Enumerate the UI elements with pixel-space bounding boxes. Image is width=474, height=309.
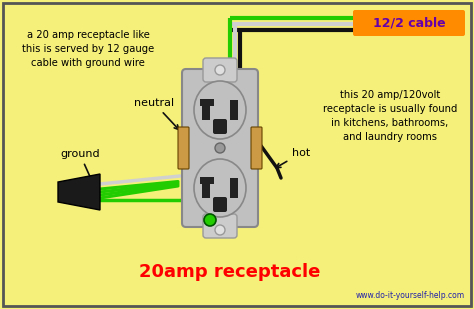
- FancyBboxPatch shape: [178, 127, 189, 169]
- Text: hot: hot: [276, 148, 310, 168]
- Circle shape: [215, 143, 225, 153]
- Text: ground: ground: [60, 149, 100, 186]
- Circle shape: [204, 214, 216, 226]
- FancyBboxPatch shape: [230, 100, 238, 120]
- Text: this 20 amp/120volt
receptacle is usually found
in kitchens, bathrooms,
and laun: this 20 amp/120volt receptacle is usuall…: [323, 90, 457, 142]
- Text: neutral: neutral: [134, 98, 179, 129]
- Ellipse shape: [194, 81, 246, 139]
- FancyBboxPatch shape: [251, 127, 262, 169]
- FancyBboxPatch shape: [203, 58, 237, 82]
- FancyBboxPatch shape: [213, 119, 227, 134]
- Text: a 20 amp receptacle like
this is served by 12 gauge
cable with ground wire: a 20 amp receptacle like this is served …: [22, 30, 154, 68]
- Text: www.do-it-yourself-help.com: www.do-it-yourself-help.com: [356, 291, 465, 300]
- Polygon shape: [58, 174, 100, 210]
- Circle shape: [215, 225, 225, 235]
- FancyBboxPatch shape: [202, 178, 210, 198]
- FancyBboxPatch shape: [230, 178, 238, 198]
- FancyBboxPatch shape: [213, 197, 227, 212]
- Ellipse shape: [194, 159, 246, 217]
- Text: 20amp receptacle: 20amp receptacle: [139, 263, 321, 281]
- FancyBboxPatch shape: [202, 100, 210, 120]
- FancyBboxPatch shape: [200, 177, 214, 184]
- Text: 12/2 cable: 12/2 cable: [373, 16, 445, 29]
- FancyBboxPatch shape: [353, 10, 465, 36]
- FancyBboxPatch shape: [200, 99, 214, 106]
- FancyBboxPatch shape: [182, 69, 258, 227]
- Circle shape: [215, 65, 225, 75]
- FancyBboxPatch shape: [203, 214, 237, 238]
